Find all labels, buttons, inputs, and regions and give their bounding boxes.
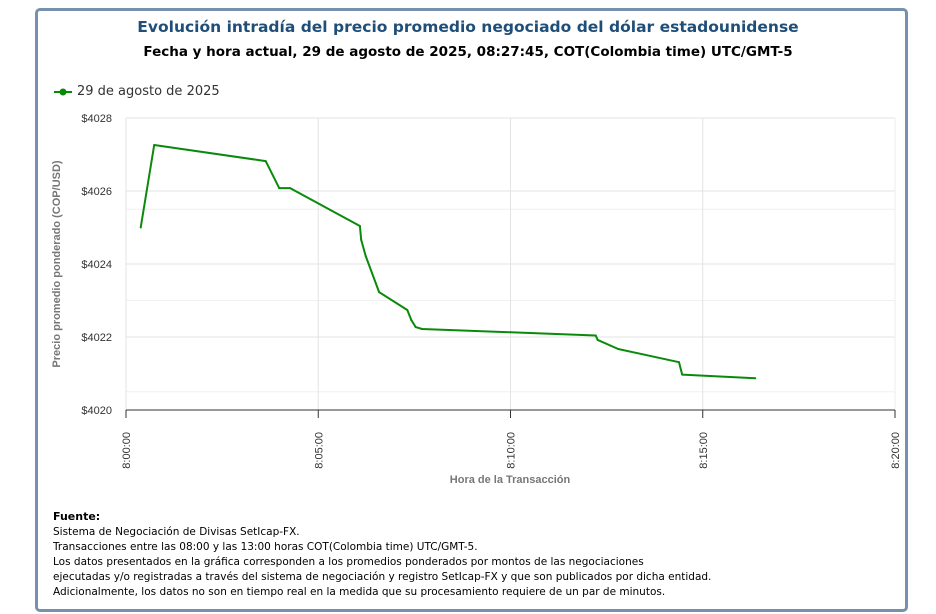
- data-point: [289, 187, 292, 190]
- data-point: [754, 377, 757, 380]
- data-point: [358, 225, 361, 228]
- chart-title: Evolución intradía del precio promedio n…: [137, 18, 799, 36]
- data-point: [406, 308, 409, 311]
- data-point: [360, 238, 363, 241]
- source-line: ejecutadas y/o registradas a través del …: [53, 571, 712, 583]
- source-line: Transacciones entre las 08:00 y las 13:0…: [53, 541, 478, 553]
- legend-label: 29 de agosto de 2025: [77, 84, 220, 99]
- y-tick-label: $4020: [81, 405, 112, 417]
- legend-item[interactable]: 29 de agosto de 2025: [54, 84, 220, 99]
- chart-container: [35, 8, 908, 612]
- source-line: Los datos presentados en la gráfica corr…: [53, 556, 644, 568]
- chart-subtitle: Fecha y hora actual, 29 de agosto de 202…: [143, 44, 793, 60]
- data-point: [364, 254, 367, 257]
- y-tick-label: $4022: [81, 332, 112, 344]
- series-line: [139, 144, 756, 380]
- x-tick-label: 8:20:00: [890, 432, 902, 469]
- y-tick-label: $4026: [81, 186, 112, 198]
- data-point: [678, 361, 681, 364]
- x-axis-label: Hora de la Transacción: [450, 474, 571, 486]
- y-tick-label: $4028: [81, 113, 112, 125]
- data-point: [264, 160, 267, 163]
- y-axis-label: Precio promedio ponderado (COP/USD): [51, 160, 63, 368]
- data-point: [421, 327, 424, 330]
- source-line: Adicionalmente, los datos no son en tiem…: [53, 586, 666, 598]
- data-point: [278, 187, 281, 190]
- source-line: Sistema de Negociación de Divisas SetIca…: [53, 526, 300, 538]
- data-point: [378, 291, 381, 294]
- source-heading: Fuente:: [53, 510, 101, 523]
- data-point: [414, 326, 417, 329]
- data-point: [596, 338, 599, 341]
- data-point: [410, 318, 413, 321]
- x-tick-label: 8:05:00: [313, 432, 325, 469]
- x-tick-label: 8:10:00: [506, 432, 518, 469]
- x-tick-label: 8:00:00: [121, 432, 133, 469]
- data-point: [139, 226, 142, 229]
- x-tick-label: 8:15:00: [698, 432, 710, 469]
- legend-marker-icon: [54, 88, 72, 95]
- y-tick-label: $4024: [81, 259, 112, 271]
- data-point: [617, 348, 620, 351]
- source-note: Fuente: Sistema de Negociación de Divisa…: [53, 509, 711, 600]
- data-point: [153, 144, 156, 147]
- data-point: [594, 334, 597, 337]
- data-point: [681, 373, 684, 376]
- data-point: [509, 331, 512, 334]
